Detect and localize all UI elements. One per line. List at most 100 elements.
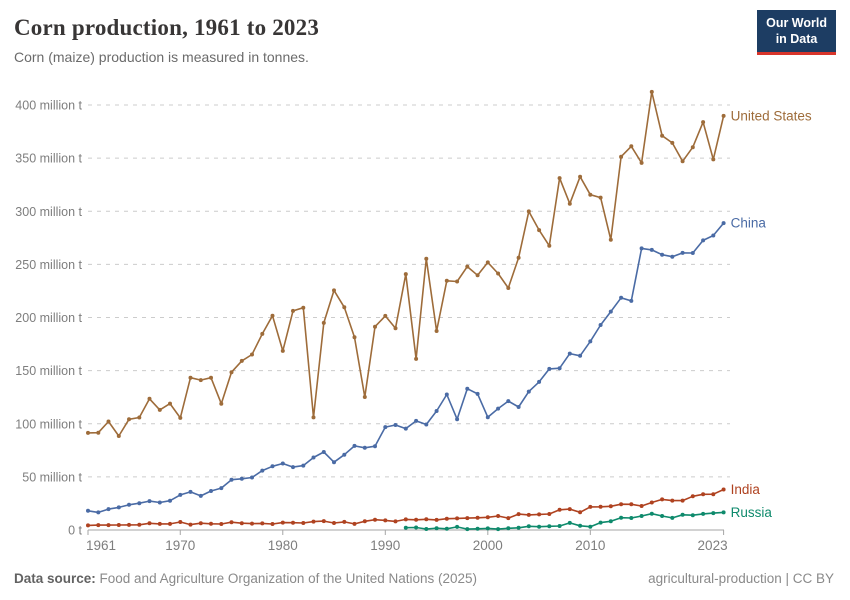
- data-point: [373, 324, 377, 329]
- data-point: [96, 523, 101, 528]
- data-point: [301, 463, 306, 468]
- data-point: [106, 523, 111, 528]
- data-point: [557, 366, 562, 371]
- data-point: [485, 526, 490, 531]
- data-point: [178, 415, 183, 420]
- data-source-label: Data source:: [14, 571, 96, 586]
- data-point: [680, 512, 685, 517]
- data-point: [455, 516, 460, 521]
- data-point: [516, 405, 521, 409]
- data-point: [280, 348, 285, 353]
- data-point: [424, 422, 429, 427]
- data-point: [557, 507, 562, 512]
- data-point: [660, 497, 665, 502]
- data-point: [547, 524, 552, 529]
- data-point: [301, 305, 306, 310]
- data-point: [96, 510, 101, 515]
- data-point: [690, 251, 695, 255]
- data-point: [383, 425, 388, 430]
- series-line-china[interactable]: [87, 222, 725, 514]
- data-point: [711, 157, 716, 162]
- data-point: [301, 521, 306, 525]
- data-point: [403, 525, 408, 530]
- data-point: [485, 260, 490, 265]
- data-point: [578, 510, 583, 515]
- data-point: [619, 502, 624, 507]
- page-subtitle: Corn (maize) production is measured in t…: [14, 48, 309, 65]
- data-point: [465, 386, 470, 391]
- series-label-russia[interactable]: Russia: [731, 505, 773, 520]
- data-point: [116, 523, 121, 527]
- data-point: [137, 415, 142, 420]
- data-point: [239, 521, 244, 526]
- data-point: [711, 492, 716, 497]
- data-point: [270, 464, 275, 469]
- data-point: [608, 504, 613, 509]
- series-label-china[interactable]: China: [731, 216, 767, 231]
- data-point: [660, 252, 665, 257]
- data-point: [455, 279, 460, 284]
- data-point: [711, 511, 716, 516]
- y-tick-label: 50 million t: [22, 470, 82, 484]
- data-point: [209, 489, 213, 493]
- data-point: [670, 254, 675, 259]
- data-point: [332, 288, 336, 293]
- data-point: [598, 504, 603, 509]
- data-point: [506, 286, 511, 290]
- data-point: [639, 514, 644, 518]
- data-point: [547, 243, 552, 248]
- data-point: [352, 335, 357, 340]
- data-point: [701, 120, 706, 125]
- chart-header: Corn production, 1961 to 2023 Corn (maiz…: [14, 14, 730, 66]
- data-point: [342, 452, 347, 457]
- data-point: [414, 356, 419, 361]
- data-point: [649, 500, 654, 505]
- data-point: [690, 513, 695, 518]
- y-tick-label: 250 million t: [15, 258, 82, 272]
- data-point: [188, 489, 193, 494]
- data-point: [465, 527, 470, 532]
- x-tick-label: 1990: [370, 538, 400, 553]
- data-point: [608, 237, 613, 242]
- data-point: [444, 392, 449, 397]
- data-point: [701, 238, 706, 243]
- data-point: [250, 521, 254, 526]
- x-axis: 1961 1970 1980 1990 2000 2010 2023: [86, 529, 728, 553]
- y-tick-label: 400 million t: [15, 99, 82, 113]
- data-point: [567, 507, 572, 512]
- data-point: [526, 209, 531, 214]
- data-point: [475, 391, 480, 396]
- data-point: [598, 323, 603, 327]
- owid-logo[interactable]: Our World in Data: [757, 10, 836, 55]
- data-point: [670, 140, 675, 145]
- data-point: [434, 409, 439, 413]
- data-point: [342, 305, 347, 310]
- data-point: [373, 444, 377, 449]
- series-united-states[interactable]: United States: [86, 89, 812, 438]
- footer-license-link[interactable]: agricultural-production | CC BY: [648, 571, 834, 586]
- series-india[interactable]: India: [86, 482, 761, 528]
- series-label-united-states[interactable]: United States: [731, 108, 812, 123]
- data-point: [321, 519, 326, 524]
- series-line-russia[interactable]: [405, 511, 724, 530]
- data-point: [680, 159, 685, 164]
- data-point: [444, 516, 449, 521]
- data-point: [198, 521, 203, 526]
- data-point: [690, 145, 695, 150]
- series-russia[interactable]: Russia: [403, 505, 773, 532]
- owid-logo-line2: in Data: [775, 32, 818, 47]
- series-china[interactable]: China: [86, 216, 766, 515]
- data-point: [526, 389, 531, 394]
- data-point: [567, 520, 572, 525]
- data-point: [127, 522, 131, 527]
- data-point: [270, 313, 275, 318]
- owid-logo-line1: Our World: [766, 16, 827, 30]
- series-label-india[interactable]: India: [731, 482, 761, 497]
- data-point: [629, 144, 634, 149]
- data-point: [475, 515, 480, 520]
- data-source-text: Food and Agriculture Organization of the…: [95, 571, 478, 586]
- data-point: [229, 370, 234, 375]
- data-point: [485, 415, 490, 420]
- data-point: [311, 455, 316, 460]
